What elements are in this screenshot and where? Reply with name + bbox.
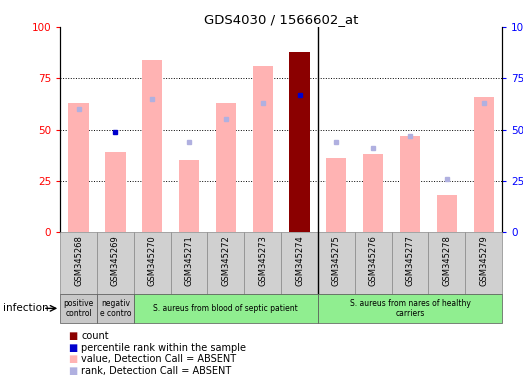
Bar [170,232,208,294]
Bar [318,232,355,294]
Text: ■: ■ [68,343,77,353]
Bar [318,294,502,323]
Text: GSM345274: GSM345274 [295,235,304,286]
Text: GSM345269: GSM345269 [111,235,120,286]
Text: positive
control: positive control [63,299,94,318]
Text: percentile rank within the sample: percentile rank within the sample [81,343,246,353]
Bar [363,154,383,232]
Bar [216,103,236,232]
Bar [281,232,318,294]
Bar [179,161,199,232]
Bar [253,66,273,232]
Text: S. aureus from blood of septic patient: S. aureus from blood of septic patient [153,304,298,313]
Title: GDS4030 / 1566602_at: GDS4030 / 1566602_at [204,13,358,26]
Text: ■: ■ [68,354,77,364]
Bar [97,294,134,323]
Text: negativ
e contro: negativ e contro [100,299,131,318]
Text: value, Detection Call = ABSENT: value, Detection Call = ABSENT [81,354,236,364]
Bar [60,294,97,323]
Text: ■: ■ [68,331,77,341]
Bar [428,232,465,294]
Text: GSM345273: GSM345273 [258,235,267,286]
Bar [400,136,420,232]
Bar [244,232,281,294]
Text: ■: ■ [68,366,77,376]
Bar [208,232,244,294]
Text: S. aureus from nares of healthy
carriers: S. aureus from nares of healthy carriers [349,299,471,318]
Bar [142,60,162,232]
Text: GSM345268: GSM345268 [74,235,83,286]
Text: rank, Detection Call = ABSENT: rank, Detection Call = ABSENT [81,366,231,376]
Text: GSM345272: GSM345272 [221,235,230,286]
Text: GSM345270: GSM345270 [147,235,157,286]
Bar [355,232,392,294]
Text: GSM345271: GSM345271 [185,235,194,286]
Text: GSM345277: GSM345277 [405,235,415,286]
Bar [437,195,457,232]
Text: GSM345276: GSM345276 [369,235,378,286]
Bar [465,232,502,294]
Bar [289,51,310,232]
Text: GSM345278: GSM345278 [442,235,451,286]
Text: GSM345275: GSM345275 [332,235,341,286]
Text: count: count [81,331,109,341]
Bar [97,232,134,294]
Bar [134,294,318,323]
Text: infection: infection [3,303,48,313]
Bar [392,232,428,294]
Bar [134,232,170,294]
Bar [326,158,346,232]
Text: GSM345279: GSM345279 [479,235,488,286]
Bar [60,232,97,294]
Bar [473,97,494,232]
Bar [69,103,89,232]
Bar [105,152,126,232]
